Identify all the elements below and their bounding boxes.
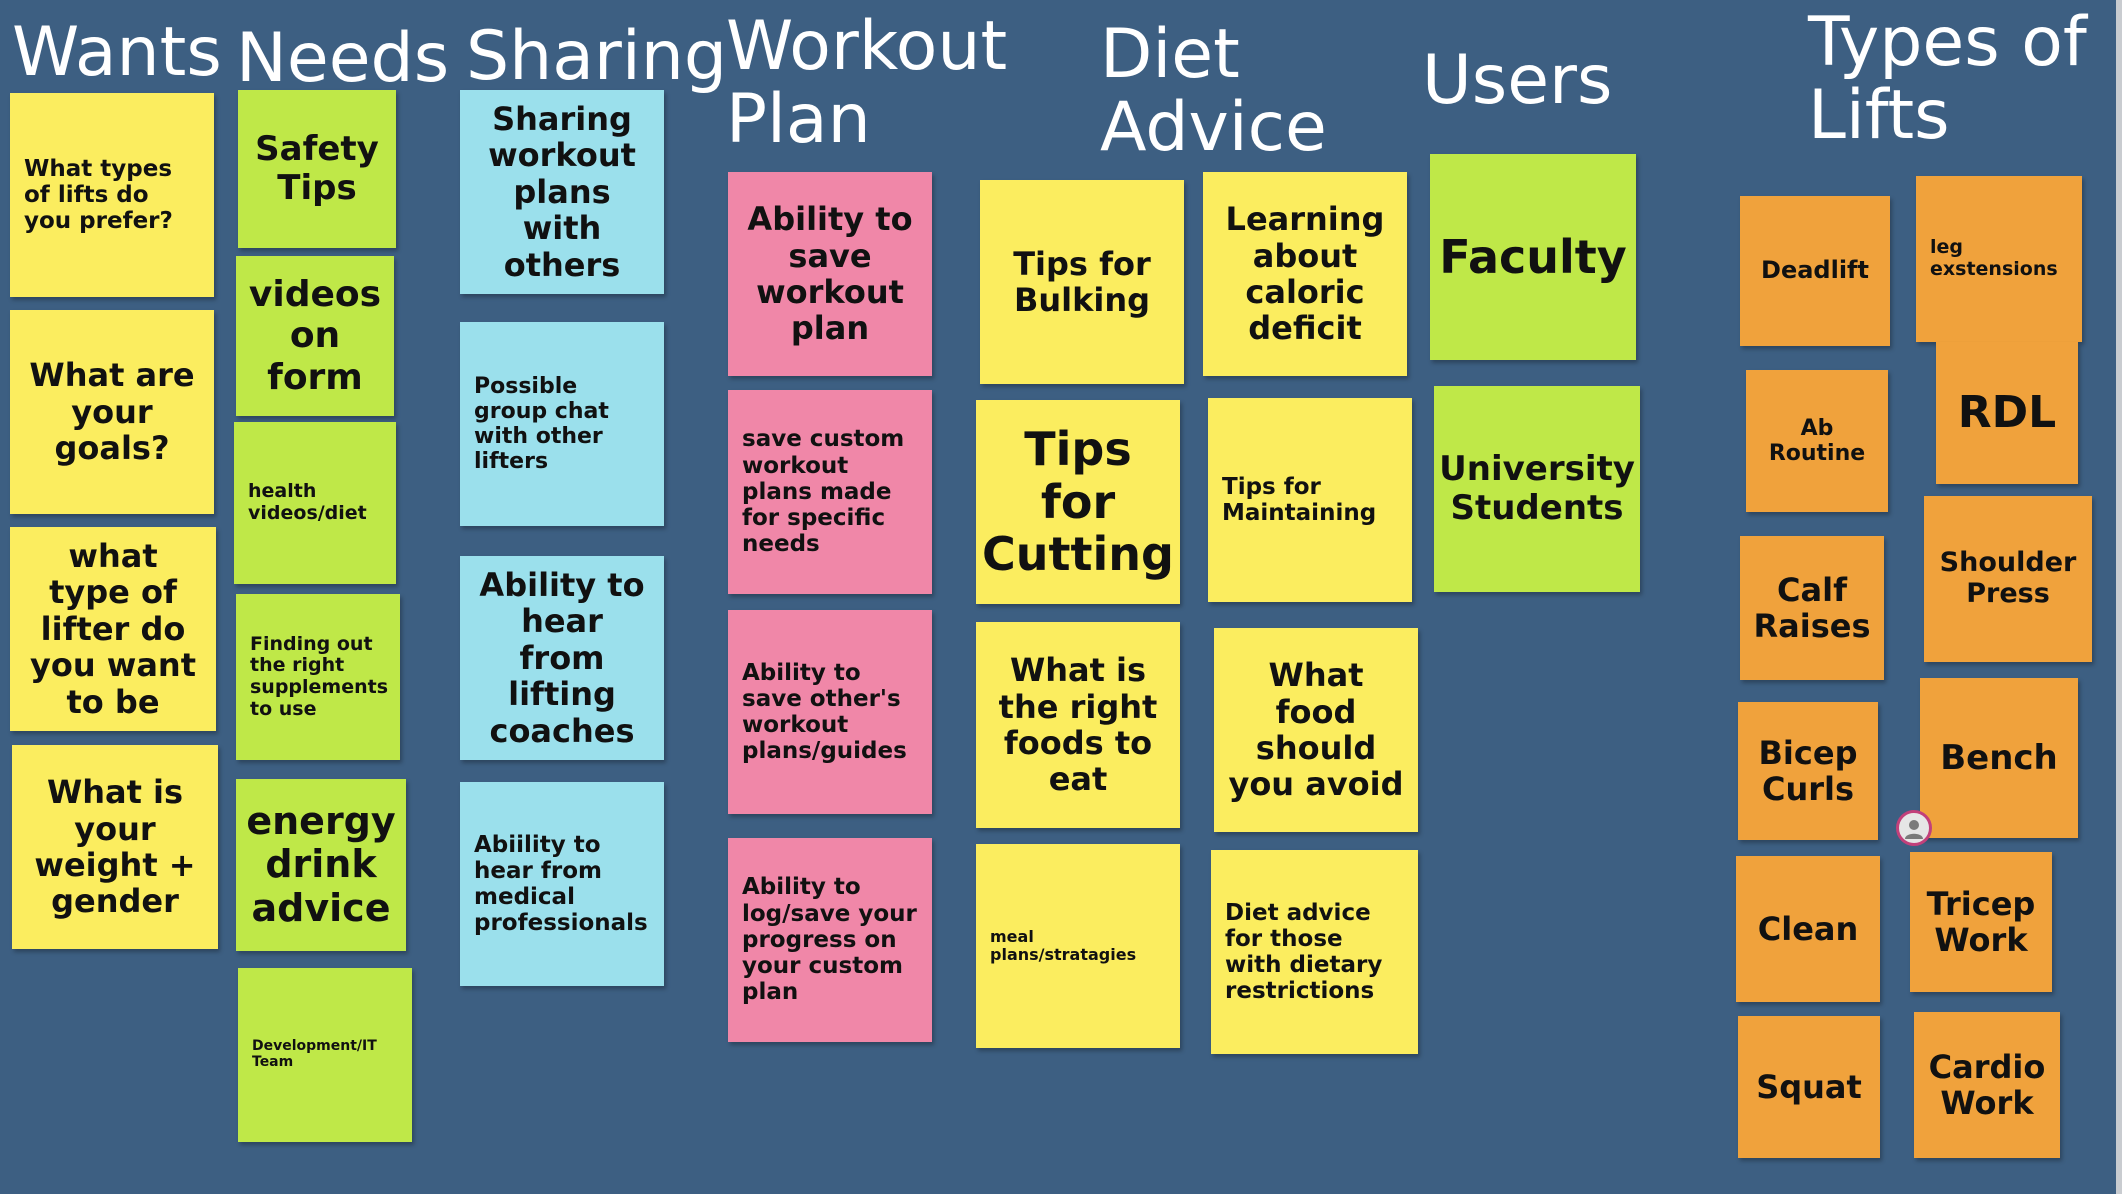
sticky-note-workout-plan[interactable]: Ability to save workout plan	[728, 172, 932, 376]
sticky-note-needs[interactable]: Development/IT Team	[238, 968, 412, 1142]
sticky-note-users[interactable]: Faculty	[1430, 154, 1636, 360]
sticky-note-diet-advice[interactable]: Learning about caloric deficit	[1203, 172, 1407, 376]
column-title-users: Users	[1422, 41, 1613, 120]
column-title-diet-advice: Diet Advice	[1100, 15, 1327, 168]
column-title-workout-plan: Workout Plan	[726, 7, 1008, 160]
sticky-note-needs[interactable]: energy drink advice	[236, 779, 406, 951]
sticky-note-needs[interactable]: Safety Tips	[238, 90, 396, 248]
sticky-note-lift[interactable]: Bicep Curls	[1738, 702, 1878, 840]
sticky-note-wants[interactable]: What is your weight + gender	[12, 745, 218, 949]
sticky-note-workout-plan[interactable]: Ability to save other's workout plans/gu…	[728, 610, 932, 814]
sticky-note-diet-advice[interactable]: Tips for Maintaining	[1208, 398, 1412, 602]
user-avatar-icon[interactable]	[1896, 810, 1932, 846]
sticky-note-needs[interactable]: videos on form	[236, 256, 394, 416]
sticky-note-sharing[interactable]: Abiility to hear from medical profession…	[460, 782, 664, 986]
sticky-note-wants[interactable]: What are your goals?	[10, 310, 214, 514]
sticky-note-lift[interactable]: Deadlift	[1740, 196, 1890, 346]
sticky-note-users[interactable]: University Students	[1434, 386, 1640, 592]
column-title-sharing: Sharing	[466, 17, 728, 96]
sticky-note-diet-advice[interactable]: Tips for Cutting	[976, 400, 1180, 604]
sticky-note-wants[interactable]: What types of lifts do you prefer?	[10, 93, 214, 297]
sticky-note-lift[interactable]: leg exstensions	[1916, 176, 2082, 342]
sticky-note-sharing[interactable]: Ability to hear from lifting coaches	[460, 556, 664, 760]
sticky-note-lift[interactable]: Bench	[1920, 678, 2078, 838]
sticky-note-lift[interactable]: RDL	[1936, 342, 2078, 484]
sticky-note-sharing[interactable]: Possible group chat with other lifters	[460, 322, 664, 526]
sticky-note-workout-plan[interactable]: Ability to log/save your progress on you…	[728, 838, 932, 1042]
sticky-note-diet-advice[interactable]: Diet advice for those with dietary restr…	[1211, 850, 1418, 1054]
sticky-note-lift[interactable]: Tricep Work	[1910, 852, 2052, 992]
sticky-note-wants[interactable]: what type of lifter do you want to be	[10, 527, 216, 731]
sticky-note-diet-advice[interactable]: meal plans/stratagies	[976, 844, 1180, 1048]
sticky-note-diet-advice[interactable]: What food should you avoid	[1214, 628, 1418, 832]
sticky-note-lift[interactable]: Clean	[1736, 856, 1880, 1002]
column-title-types-of-lifts: Types of Lifts	[1808, 3, 2087, 156]
sticky-note-lift[interactable]: Cardio Work	[1914, 1012, 2060, 1158]
column-title-wants: Wants	[12, 13, 222, 92]
column-title-needs: Needs	[236, 19, 450, 98]
sticky-note-diet-advice[interactable]: What is the right foods to eat	[976, 622, 1180, 828]
sticky-note-lift[interactable]: Calf Raises	[1740, 536, 1884, 680]
sticky-note-workout-plan[interactable]: save custom workout plans made for speci…	[728, 390, 932, 594]
sticky-note-lift[interactable]: Squat	[1738, 1016, 1880, 1158]
sticky-note-lift[interactable]: Shoulder Press	[1924, 496, 2092, 662]
sticky-note-sharing[interactable]: Sharing workout plans with others	[460, 90, 664, 294]
sticky-note-lift[interactable]: Ab Routine	[1746, 370, 1888, 512]
sticky-note-diet-advice[interactable]: Tips for Bulking	[980, 180, 1184, 384]
sticky-note-needs[interactable]: health videos/diet	[234, 422, 396, 584]
person-icon	[1905, 820, 1923, 839]
sticky-note-needs[interactable]: Finding out the right supplements to use	[236, 594, 400, 760]
